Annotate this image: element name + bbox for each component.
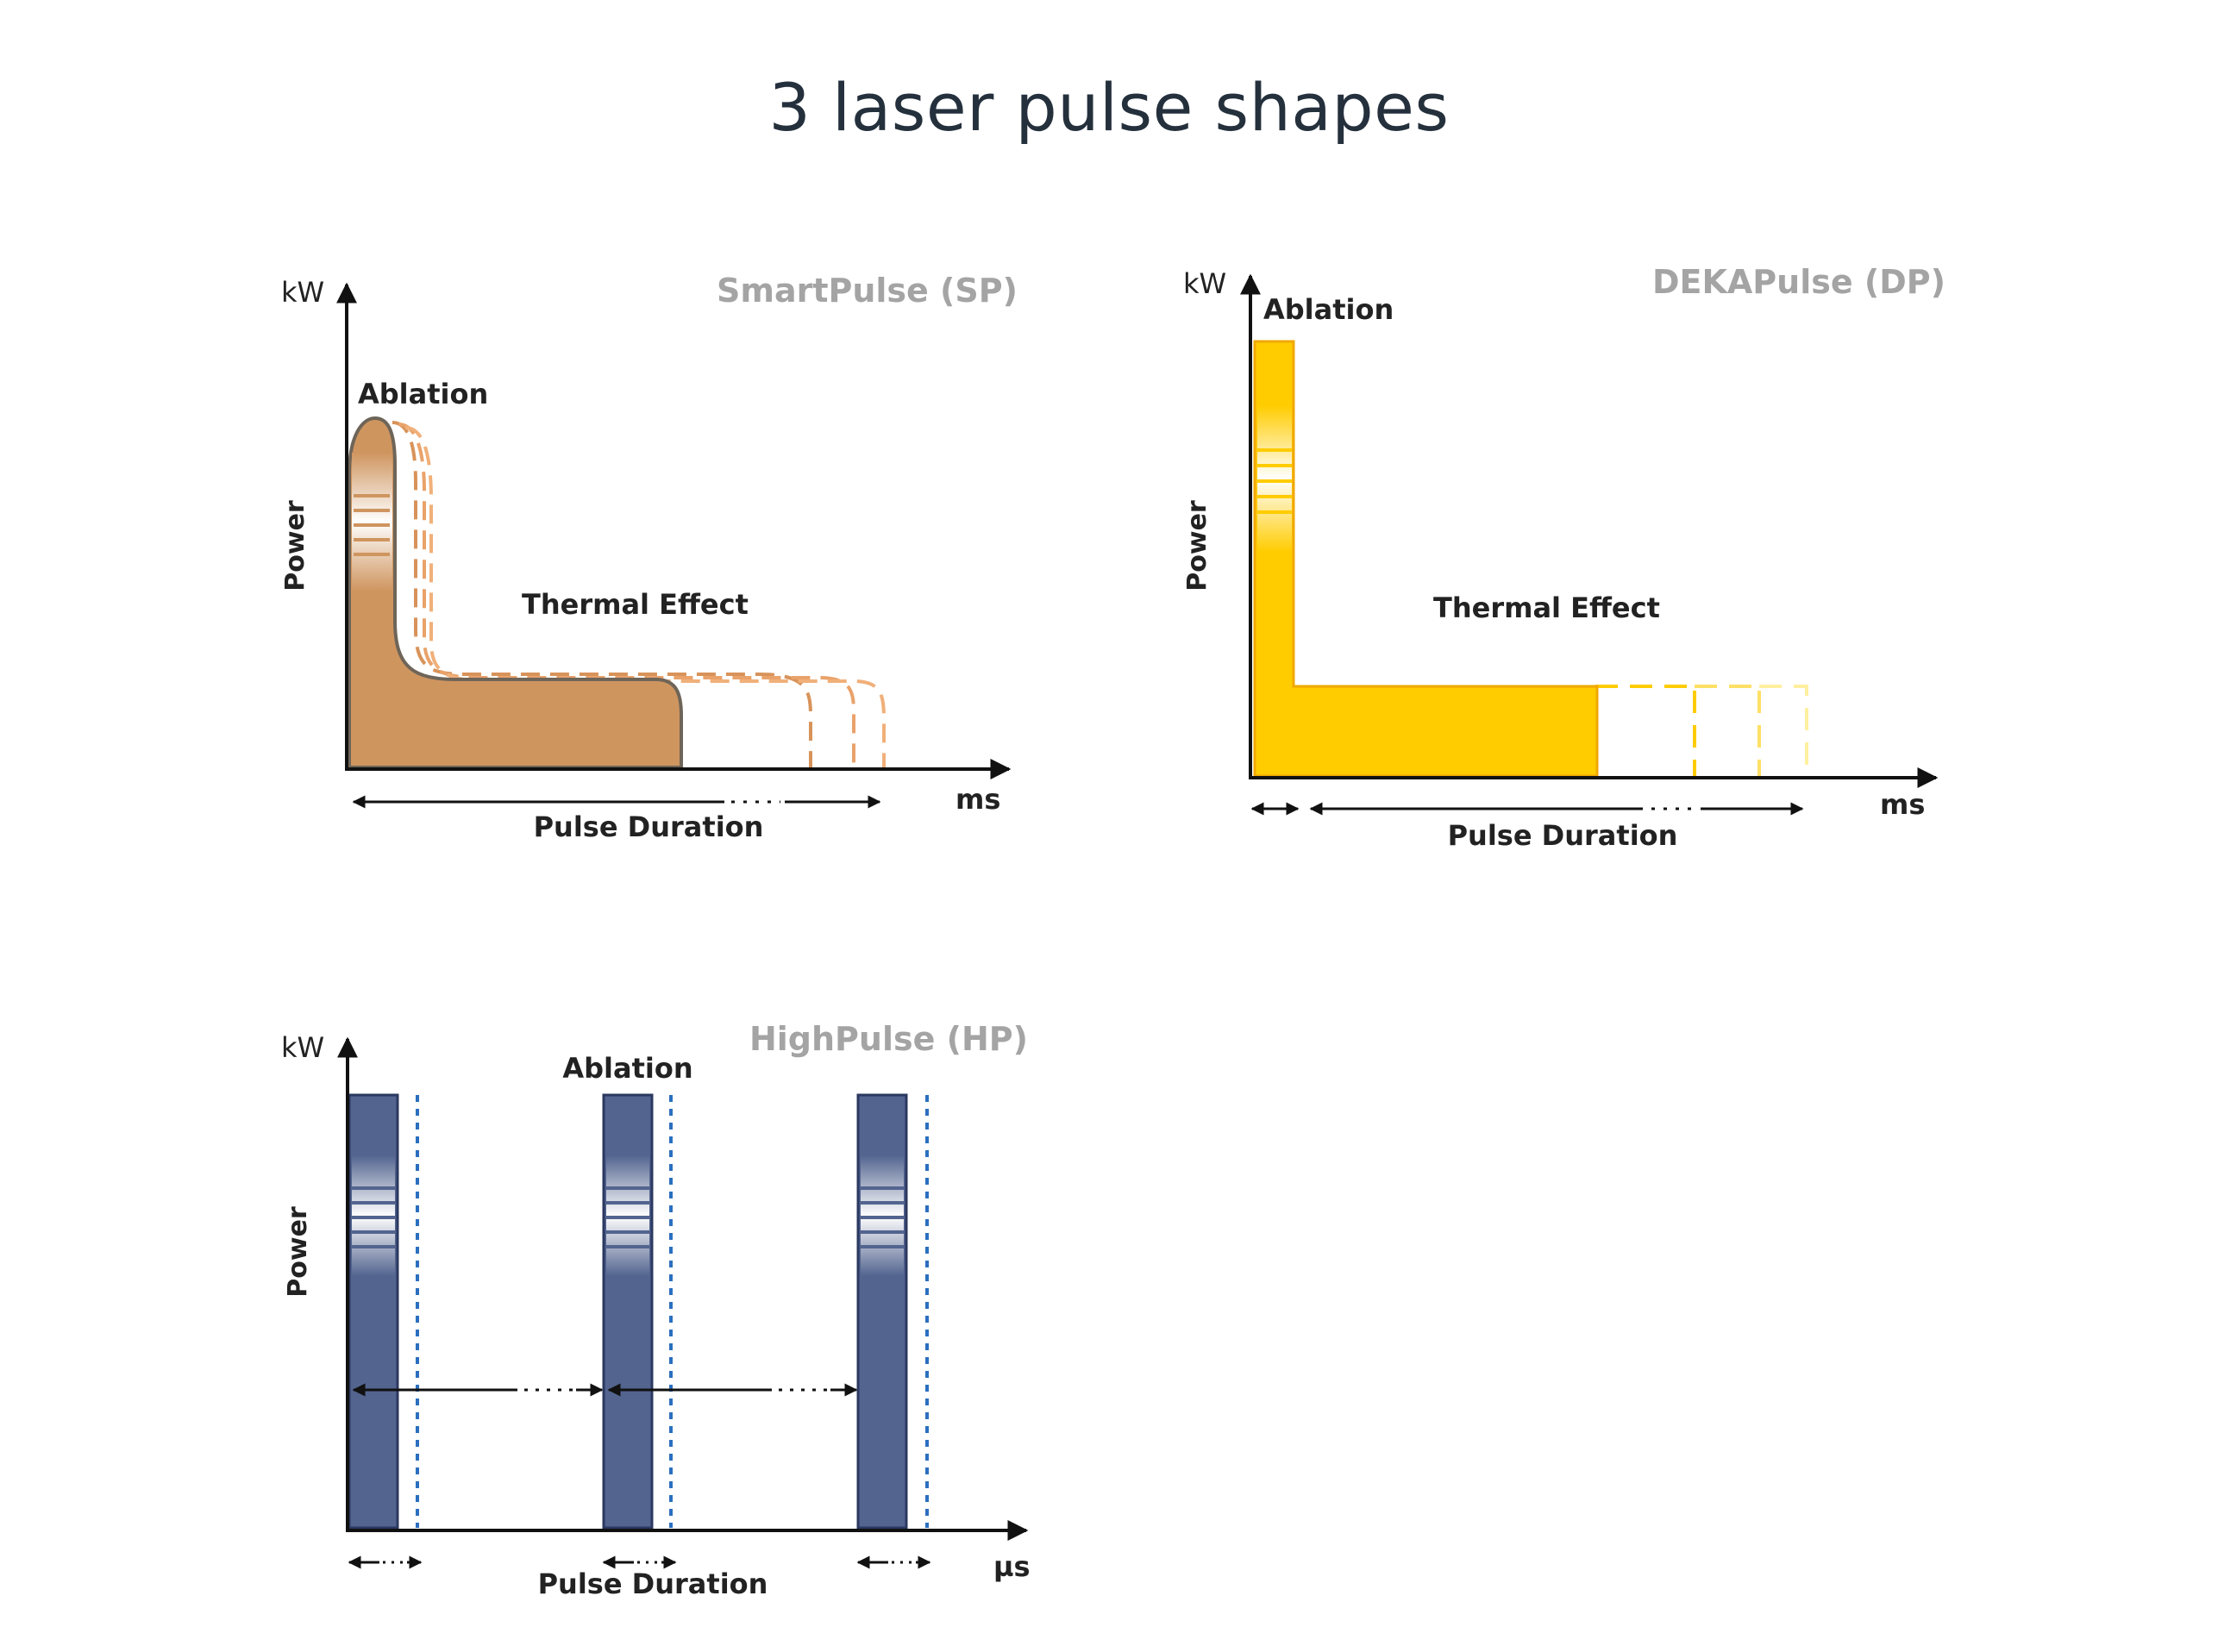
smartpulse-ablation-stripes [354, 494, 390, 556]
highpulse-us-label: µs [993, 1550, 1031, 1583]
smartpulse-thermal-label: Thermal Effect [522, 588, 749, 621]
dekapulse-diagram: kW Power DEKAPulse (DP) Ablation Thermal… [1182, 263, 1945, 852]
dekapulse-ghost-outlines [1595, 685, 1808, 776]
dekapulse-ablation-glow [1257, 405, 1292, 552]
page-title: 3 laser pulse shapes [768, 69, 1450, 146]
highpulse-duration-label: Pulse Duration [538, 1568, 768, 1600]
smartpulse-ghost-outlines [392, 421, 886, 767]
smartpulse-ms-label: ms [955, 783, 1000, 816]
highpulse-y-unit: kW [281, 1031, 324, 1064]
dekapulse-shape [1253, 340, 1599, 778]
highpulse-pulse-3 [856, 1093, 929, 1530]
smartpulse-title: SmartPulse (SP) [717, 272, 1018, 310]
dekapulse-duration-label: Pulse Duration [1448, 819, 1678, 852]
smartpulse-y-label: Power [280, 500, 310, 591]
dekapulse-ms-label: ms [1880, 788, 1925, 821]
dekapulse-thermal-label: Thermal Effect [1433, 591, 1660, 624]
smartpulse-diagram: kW Power SmartPulse (SP) Ablation Therma… [280, 272, 1018, 843]
smartpulse-y-unit: kW [281, 276, 324, 309]
dekapulse-title: DEKAPulse (DP) [1652, 263, 1945, 301]
highpulse-ablation-label: Ablation [562, 1052, 692, 1085]
smartpulse-shape [348, 416, 683, 769]
highpulse-y-label: Power [283, 1206, 313, 1298]
dekapulse-ablation-label: Ablation [1263, 293, 1394, 326]
highpulse-pulse-2 [602, 1093, 673, 1530]
highpulse-title: HighPulse (HP) [749, 1020, 1028, 1058]
dekapulse-y-unit: kW [1183, 267, 1226, 300]
smartpulse-duration-label: Pulse Duration [534, 810, 764, 843]
smartpulse-ablation-glow [352, 453, 392, 591]
dekapulse-ablation-stripes [1257, 448, 1292, 514]
smartpulse-ablation-label: Ablation [358, 378, 488, 410]
highpulse-pulse-1 [348, 1093, 419, 1530]
highpulse-diagram: kW Power HighPulse (HP) Ablation µs Puls… [281, 1020, 1031, 1600]
dekapulse-y-label: Power [1182, 500, 1212, 591]
